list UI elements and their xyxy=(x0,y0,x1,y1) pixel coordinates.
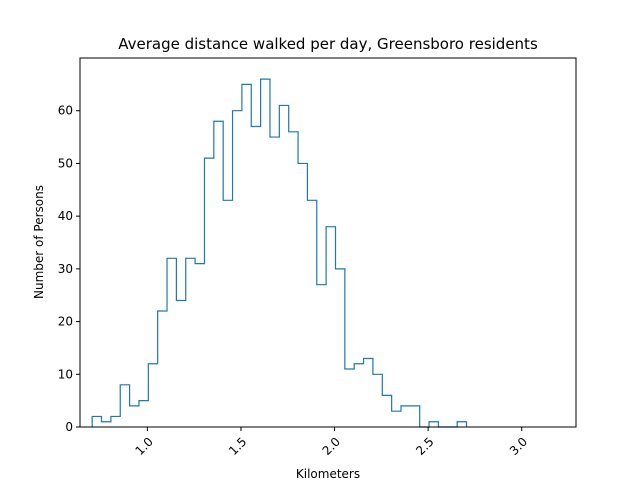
x-tick-label: 1.5 xyxy=(226,435,249,458)
x-tick-label: 2.5 xyxy=(413,435,436,458)
y-tick-label: 20 xyxy=(58,315,73,329)
x-axis-label: Kilometers xyxy=(296,467,360,480)
axes-frame xyxy=(79,57,577,428)
y-tick-label: 40 xyxy=(58,209,73,223)
histogram-step-line xyxy=(91,78,468,428)
y-tick-label: 50 xyxy=(58,156,73,170)
y-axis-label: Number of Persons xyxy=(32,185,46,299)
x-tick-label: 3.0 xyxy=(507,435,530,458)
x-tick-label: 2.0 xyxy=(320,435,343,458)
plot-area: 0 10 20 30 40 50 60 1.0 1.5 2.0 2.5 3.0 xyxy=(58,57,577,458)
x-tick-label: 1.0 xyxy=(132,435,155,458)
y-tick-label: 60 xyxy=(58,104,73,118)
y-tick-label: 0 xyxy=(65,420,73,434)
chart-title: Average distance walked per day, Greensb… xyxy=(118,35,538,53)
y-tick-label: 10 xyxy=(58,367,73,381)
y-tick-label: 30 xyxy=(58,262,73,276)
